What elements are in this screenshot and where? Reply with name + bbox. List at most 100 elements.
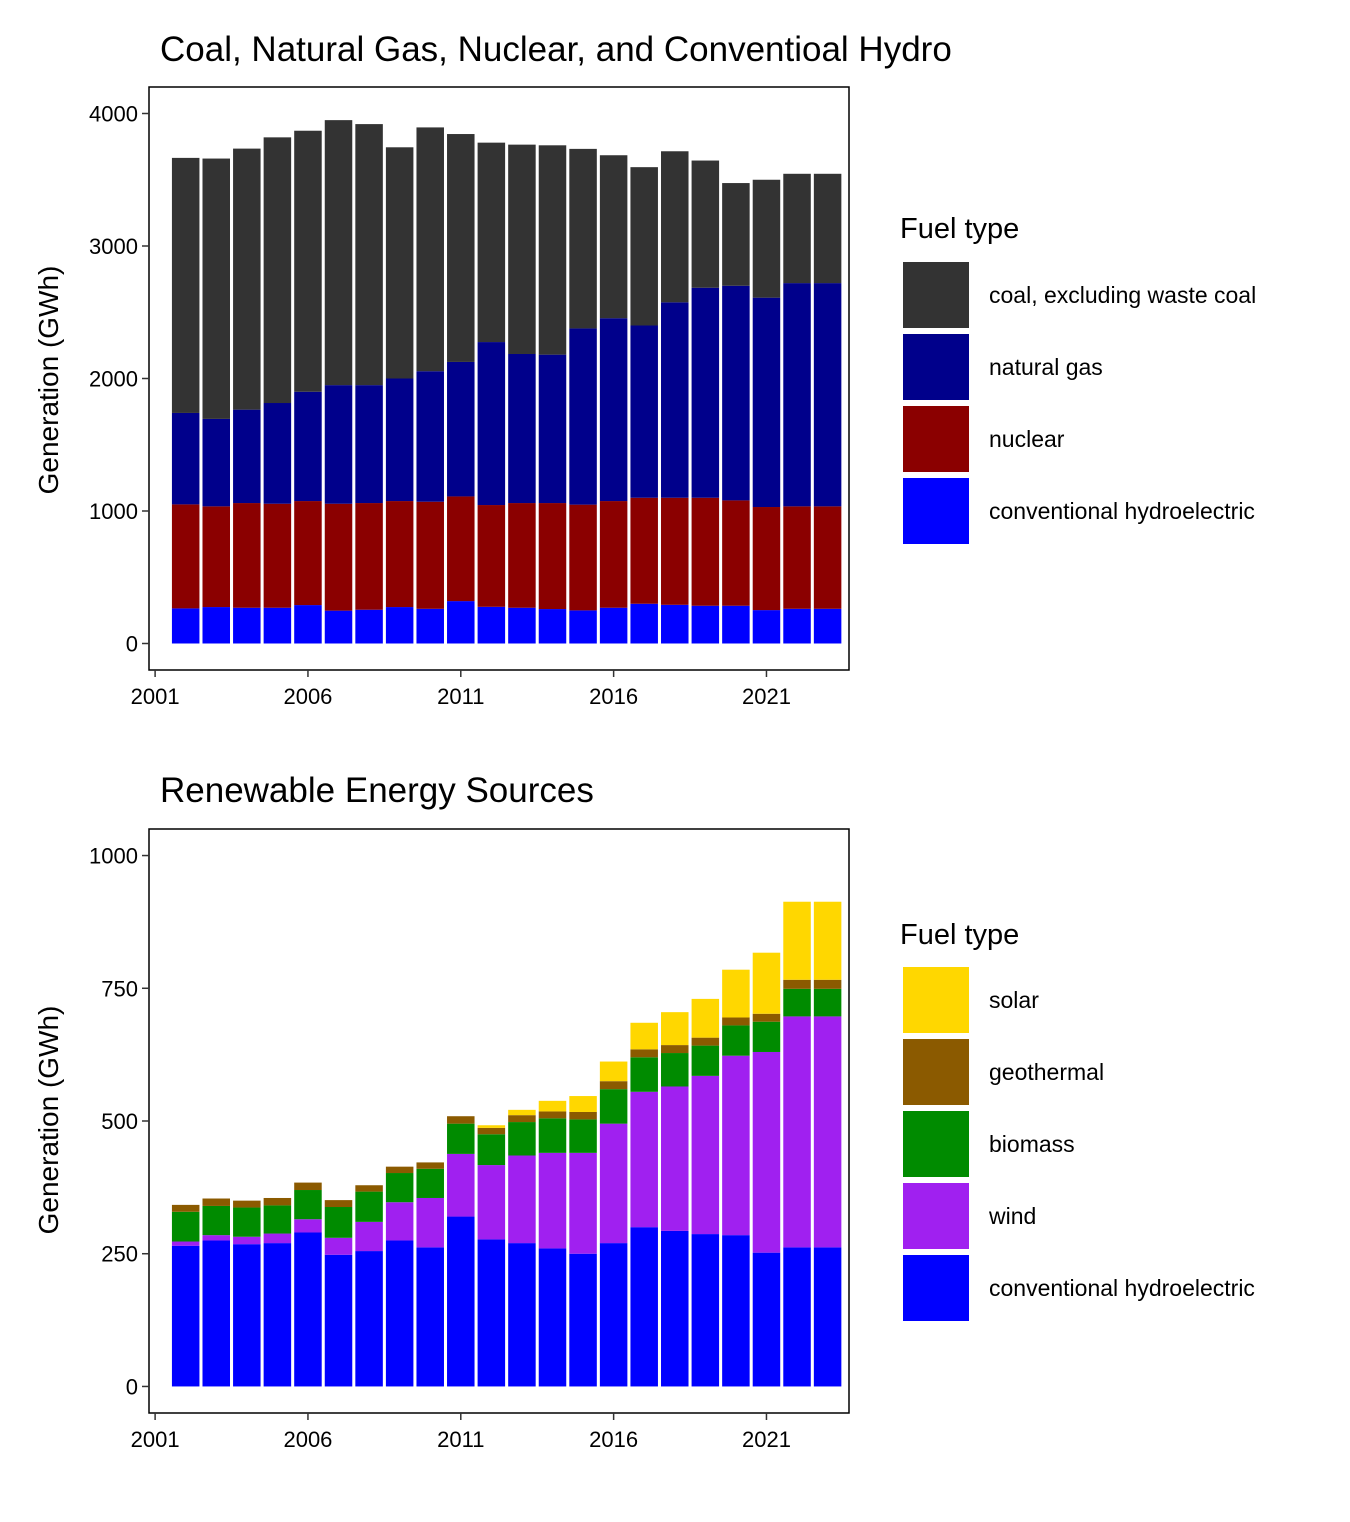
bar-conventional-hydroelectric-2011 [447, 1216, 475, 1387]
bar-natural-gas-2005 [263, 403, 292, 504]
bar-conventional-hydroelectric-2015 [569, 610, 597, 644]
bar-conventional-hydroelectric-2008 [355, 1251, 383, 1387]
bar-wind-2007 [324, 1237, 353, 1255]
bar-nuclear-2010 [416, 501, 444, 609]
bar-conventional-hydroelectric-2005 [263, 1243, 292, 1387]
y-axis: 0 250 500 750 1000 [89, 844, 149, 1399]
bar-conventional-hydroelectric-2020 [722, 605, 750, 644]
bar-coal-excluding-waste-coal-2018 [661, 151, 689, 303]
bar-geothermal-2007 [324, 1200, 353, 1208]
bar-stack-group [171, 120, 842, 644]
bar-natural-gas-2007 [324, 385, 353, 504]
bar-nuclear-2011 [447, 496, 475, 602]
bar-coal-excluding-waste-coal-2008 [355, 124, 383, 386]
bar-geothermal-2017 [630, 1049, 658, 1058]
bar-nuclear-2006 [294, 501, 322, 606]
bar-conventional-hydroelectric-2023 [813, 1247, 842, 1387]
bar-solar-2014 [538, 1100, 567, 1112]
bar-wind-2011 [447, 1153, 475, 1217]
bar-geothermal-2022 [783, 979, 811, 989]
legend-title: Fuel type [900, 213, 1019, 245]
bar-conventional-hydroelectric-2007 [324, 1254, 353, 1387]
legend-swatch-geothermal [903, 1039, 969, 1105]
bar-biomass-2014 [538, 1118, 567, 1153]
bar-natural-gas-2023 [813, 283, 842, 507]
bar-coal-excluding-waste-coal-2022 [783, 173, 811, 284]
bar-natural-gas-2009 [385, 378, 414, 502]
legend-swatch-natural-gas [903, 334, 969, 400]
bar-biomass-2023 [813, 988, 842, 1017]
bar-geothermal-2023 [813, 979, 842, 989]
bar-biomass-2008 [355, 1191, 383, 1222]
legend-label-coal-excluding-waste-coal: coal, excluding waste coal [989, 282, 1256, 308]
legend-swatch-wind [903, 1183, 969, 1249]
bar-conventional-hydroelectric-2013 [508, 1243, 536, 1387]
bar-wind-2020 [722, 1055, 750, 1236]
bar-conventional-hydroelectric-2016 [599, 607, 628, 644]
bar-coal-excluding-waste-coal-2006 [294, 130, 322, 392]
chart-generation-renewable: Renewable Energy Sources Generation (GWh… [33, 771, 1255, 1452]
bar-conventional-hydroelectric-2009 [385, 1240, 414, 1387]
legend-label-conventional-hydroelectric: conventional hydroelectric [989, 1275, 1255, 1301]
bar-nuclear-2008 [355, 503, 383, 610]
legend-swatch-nuclear [903, 406, 969, 472]
bar-nuclear-2007 [324, 503, 353, 611]
legend-title: Fuel type [900, 919, 1019, 951]
legend-label-solar: solar [989, 987, 1039, 1013]
bar-conventional-hydroelectric-2010 [416, 1247, 444, 1387]
y-axis-title: Generation (GWh) [33, 266, 64, 495]
bar-wind-2018 [661, 1086, 689, 1231]
bar-biomass-2022 [783, 988, 811, 1017]
bar-conventional-hydroelectric-2012 [477, 1239, 506, 1387]
bar-conventional-hydroelectric-2022 [783, 608, 811, 644]
bar-natural-gas-2008 [355, 385, 383, 504]
bar-natural-gas-2020 [722, 285, 750, 501]
bar-solar-2012 [477, 1125, 506, 1128]
bar-nuclear-2003 [202, 506, 230, 608]
bar-conventional-hydroelectric-2019 [691, 1234, 720, 1387]
bar-biomass-2013 [508, 1122, 536, 1156]
bar-coal-excluding-waste-coal-2005 [263, 137, 292, 404]
bar-conventional-hydroelectric-2002 [171, 1245, 200, 1387]
bar-solar-2023 [813, 901, 842, 980]
bar-conventional-hydroelectric-2007 [324, 610, 353, 644]
bar-conventional-hydroelectric-2003 [202, 607, 230, 644]
bar-wind-2022 [783, 1016, 811, 1248]
bar-nuclear-2017 [630, 497, 658, 604]
bar-biomass-2009 [385, 1173, 414, 1203]
bar-wind-2014 [538, 1152, 567, 1249]
x-axis: 2001 2006 2011 2016 2021 [131, 670, 791, 709]
bar-geothermal-2015 [569, 1111, 597, 1120]
bar-coal-excluding-waste-coal-2021 [752, 179, 781, 298]
bar-nuclear-2019 [691, 497, 720, 606]
bar-geothermal-2012 [477, 1127, 506, 1135]
bar-conventional-hydroelectric-2021 [752, 1252, 781, 1387]
bar-conventional-hydroelectric-2009 [385, 607, 414, 644]
bar-nuclear-2014 [538, 503, 567, 610]
bar-conventional-hydroelectric-2014 [538, 609, 567, 644]
bar-biomass-2019 [691, 1045, 720, 1076]
bar-nuclear-2016 [599, 501, 628, 608]
bar-wind-2019 [691, 1075, 720, 1235]
x-tick-label: 2006 [283, 684, 332, 709]
bar-wind-2008 [355, 1221, 383, 1252]
bar-biomass-2007 [324, 1207, 353, 1238]
bar-biomass-2006 [294, 1190, 322, 1220]
legend-label-conventional-hydroelectric: conventional hydroelectric [989, 498, 1255, 524]
bar-geothermal-2021 [752, 1013, 781, 1022]
bar-solar-2015 [569, 1096, 597, 1112]
bar-geothermal-2002 [171, 1204, 200, 1212]
bar-solar-2021 [752, 952, 781, 1014]
y-axis-title: Generation (GWh) [33, 1006, 64, 1235]
legend: Fuel type coal, excluding waste coal natu… [900, 213, 1256, 544]
y-tick-label: 4000 [89, 102, 138, 127]
bar-wind-2004 [233, 1236, 261, 1245]
x-tick-label: 2021 [742, 684, 791, 709]
bar-geothermal-2010 [416, 1162, 444, 1169]
bar-wind-2015 [569, 1152, 597, 1254]
bar-coal-excluding-waste-coal-2010 [416, 127, 444, 372]
bar-geothermal-2003 [202, 1198, 230, 1206]
bar-coal-excluding-waste-coal-2007 [324, 120, 353, 386]
bar-nuclear-2018 [661, 497, 689, 605]
